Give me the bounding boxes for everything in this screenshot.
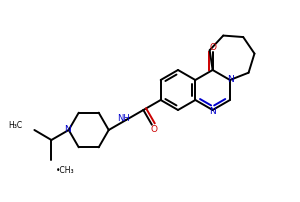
Text: •CH₃: •CH₃ — [56, 166, 74, 175]
Text: H₃C: H₃C — [8, 121, 22, 130]
Text: N: N — [209, 106, 216, 116]
Text: NH: NH — [117, 114, 130, 123]
Text: O: O — [209, 42, 216, 52]
Text: N: N — [64, 125, 71, 135]
Text: O: O — [151, 125, 158, 134]
Text: N: N — [228, 76, 234, 84]
